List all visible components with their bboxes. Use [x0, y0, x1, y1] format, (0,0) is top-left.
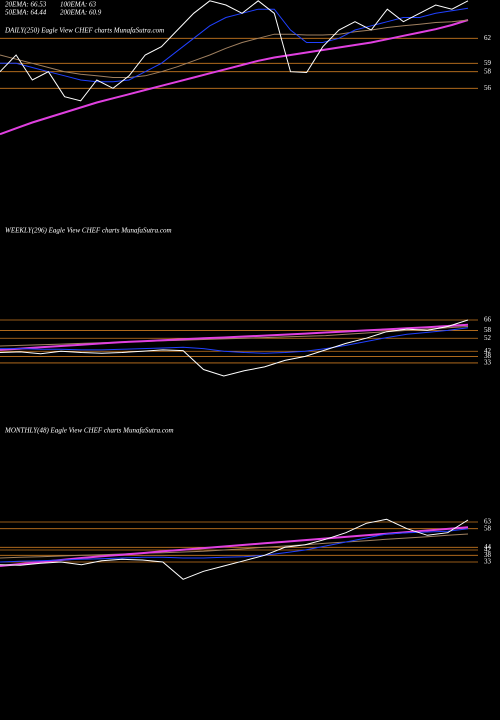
series-line	[0, 319, 469, 377]
legend-text: 200EMA: 60.9	[60, 9, 102, 17]
y-tick-label: 66	[484, 316, 492, 324]
series-line	[0, 323, 469, 351]
y-tick-label: 63	[484, 518, 492, 526]
legend-text: 20EMA: 66.53	[5, 1, 47, 9]
y-tick-label: 52	[484, 334, 492, 342]
y-tick-label: 33	[484, 558, 492, 566]
y-tick-label: 38	[484, 551, 492, 559]
panel-title: MONTHLY(48) Eagle View CHEF charts Munaf…	[4, 427, 174, 435]
series-line	[0, 533, 469, 559]
series-line	[0, 0, 469, 102]
panel-title: DAILY(250) Eagle View CHEF charts Munafa…	[4, 27, 164, 35]
y-tick-label: 58	[484, 524, 492, 532]
series-line	[0, 327, 469, 354]
y-tick-label: 44	[484, 543, 492, 551]
panel-title: WEEKLY(296) Eagle View CHEF charts Munaf…	[5, 227, 172, 235]
legend-text: 100EMA: 63	[60, 1, 96, 9]
series-line	[0, 528, 469, 563]
y-tick-label: 42	[484, 546, 492, 554]
y-tick-label: 59	[484, 59, 492, 67]
y-tick-label: 58	[484, 67, 492, 75]
y-tick-label: 56	[484, 84, 492, 92]
series-line	[0, 19, 469, 136]
y-tick-label: 38	[484, 352, 492, 360]
series-line	[0, 7, 469, 83]
series-line	[0, 19, 469, 78]
y-tick-label: 42	[484, 347, 492, 355]
y-tick-label: 33	[484, 359, 492, 367]
y-tick-label: 62	[484, 34, 492, 42]
y-tick-label: 58	[484, 326, 492, 334]
legend-text: 50EMA: 64.44	[5, 9, 47, 17]
series-line	[0, 518, 469, 580]
